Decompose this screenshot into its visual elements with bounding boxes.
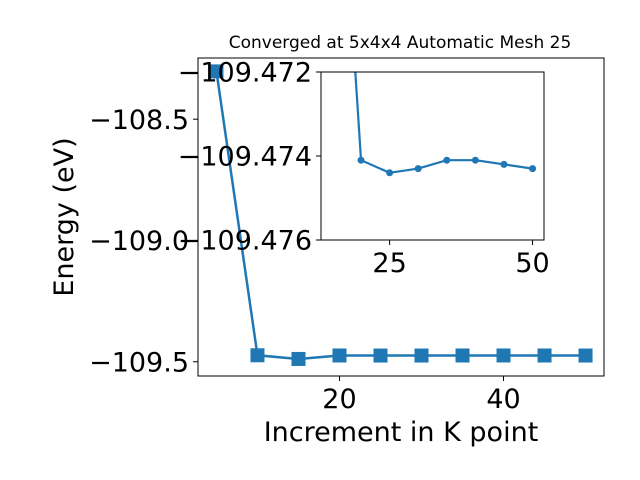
inset-y-tick-label: −109.474 bbox=[178, 142, 312, 173]
inset-chart: 25 50 −109.476 −109.474 −109.472 bbox=[178, 58, 550, 279]
main-x-tick-label: 20 bbox=[322, 384, 356, 415]
inset-x-tick-label: 50 bbox=[515, 248, 549, 279]
main-chart: Converged at 5x4x4 Automatic Mesh 25 20 4… bbox=[49, 33, 605, 448]
inset-data-point bbox=[471, 156, 479, 164]
inset-y-tick-label: −109.476 bbox=[178, 226, 312, 257]
main-x-tick-label: 40 bbox=[486, 384, 520, 415]
inset-plot-frame bbox=[320, 71, 545, 241]
main-y-tick-label: −108.5 bbox=[89, 105, 189, 136]
inset-data-point bbox=[529, 165, 537, 173]
inset-x-tick-label: 25 bbox=[372, 248, 406, 279]
main-series-line bbox=[215, 71, 586, 361]
main-data-point bbox=[291, 351, 306, 366]
main-data-point bbox=[496, 348, 511, 363]
main-data-point bbox=[455, 348, 470, 363]
inset-data-point bbox=[443, 156, 451, 164]
main-data-point bbox=[209, 64, 224, 79]
main-y-tick-label: −109.0 bbox=[89, 226, 189, 257]
inset-series-line bbox=[354, 71, 533, 174]
main-data-point bbox=[537, 348, 552, 363]
main-plot-frame bbox=[197, 57, 605, 377]
inset-data-point bbox=[414, 165, 422, 173]
x-axis-label: Increment in K point bbox=[264, 417, 539, 448]
main-data-point bbox=[578, 348, 593, 363]
inset-ticks: 25 50 −109.476 −109.474 −109.472 bbox=[178, 58, 550, 279]
main-data-point bbox=[373, 348, 388, 363]
main-data-point bbox=[332, 348, 347, 363]
y-axis-label: Energy (eV) bbox=[49, 137, 80, 296]
inset-background bbox=[321, 72, 544, 240]
main-y-tick-label: −109.5 bbox=[89, 347, 189, 378]
inset-series bbox=[354, 71, 537, 177]
main-ticks: 20 40 −108.5 −109.0 −109.5 bbox=[89, 105, 521, 415]
main-data-point bbox=[250, 348, 265, 363]
inset-data-point bbox=[500, 160, 508, 168]
main-data-point bbox=[414, 348, 429, 363]
main-series bbox=[209, 64, 593, 366]
inset-data-point bbox=[386, 169, 394, 177]
inset-y-tick-label: −109.472 bbox=[178, 58, 312, 89]
chart-title: Converged at 5x4x4 Automatic Mesh 25 bbox=[229, 33, 572, 53]
inset-data-point bbox=[357, 156, 365, 164]
